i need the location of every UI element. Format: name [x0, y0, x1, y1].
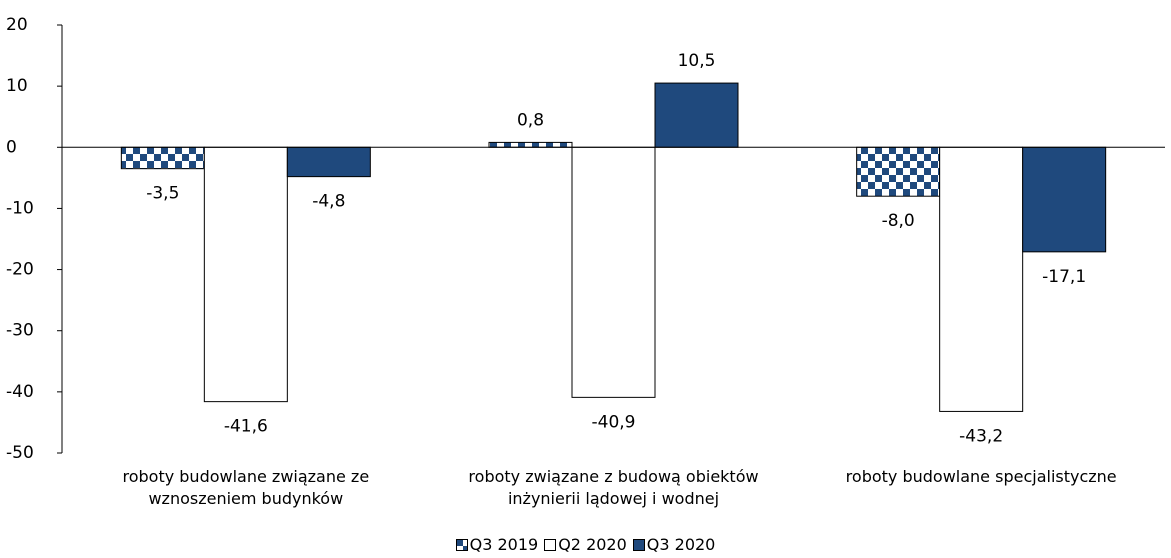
legend: Q3 2019 Q2 2020 Q3 2020	[0, 535, 1171, 555]
y-tick-label: 10	[6, 76, 28, 96]
bar	[571, 146, 656, 398]
bar	[654, 82, 739, 148]
value-label: 10,5	[678, 51, 716, 71]
legend-label: Q3 2020	[646, 535, 716, 554]
value-label: -40,9	[592, 412, 636, 432]
value-label: -3,5	[146, 184, 179, 204]
legend-label: Q2 2020	[558, 535, 627, 554]
value-label: -8,0	[882, 211, 915, 231]
legend-swatch-rect	[455, 538, 468, 551]
bar	[939, 146, 1024, 412]
value-label: -41,6	[224, 417, 268, 437]
x-tick-label: roboty budowlane specjalistyczne	[845, 467, 1117, 486]
legend-item: Q2 2020	[544, 535, 627, 554]
y-tick-label: -50	[6, 443, 34, 463]
legend-swatch	[632, 538, 645, 551]
legend-item: Q3 2019	[455, 535, 539, 554]
value-label: 0,8	[517, 110, 544, 130]
bar	[120, 146, 205, 170]
bar	[286, 146, 371, 178]
legend-label: Q3 2019	[469, 535, 539, 554]
x-tick-label: roboty związane z budową obiektów inżyni…	[468, 467, 759, 508]
legend-swatch-rect	[632, 538, 645, 551]
value-label: -4,8	[312, 192, 345, 212]
legend-item: Q3 2020	[632, 535, 716, 554]
y-tick-label: -20	[6, 260, 34, 280]
y-tick-label: -30	[6, 321, 34, 341]
bar	[488, 141, 573, 148]
x-tick-label: roboty budowlane związane ze wznoszeniem…	[122, 467, 370, 508]
legend-swatch	[544, 538, 557, 551]
bar	[203, 146, 288, 403]
bar	[856, 146, 941, 197]
value-label: -43,2	[959, 426, 1003, 446]
y-tick-label: -40	[6, 382, 34, 402]
y-tick-label: 0	[6, 137, 17, 157]
y-tick-label: -10	[6, 198, 34, 218]
legend-swatch-rect	[544, 538, 557, 551]
y-tick-label: 20	[6, 15, 28, 35]
legend-swatch	[455, 538, 468, 551]
value-label: -17,1	[1042, 267, 1086, 287]
bar	[1022, 146, 1107, 253]
